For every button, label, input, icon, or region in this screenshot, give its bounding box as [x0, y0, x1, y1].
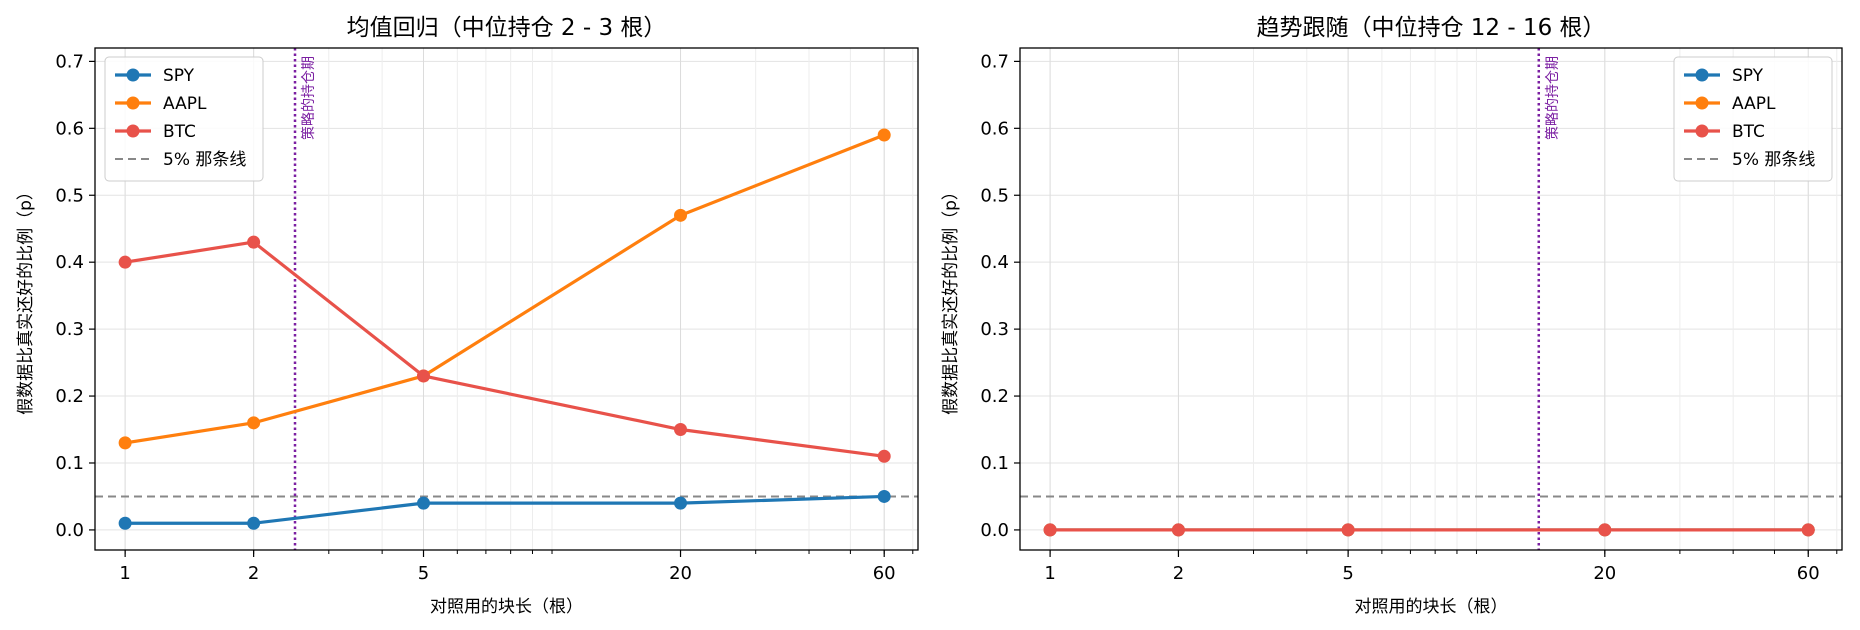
y-axis-label: 假数据比真实还好的比例（p）	[16, 183, 36, 415]
y-tick-label-2: 0.2	[55, 386, 84, 407]
legend-label-aapl: AAPL	[1732, 94, 1776, 114]
data-point-btc-4	[877, 449, 891, 463]
y-tick-label-1: 0.1	[55, 453, 84, 474]
chart-title: 均值回归（中位持仓 2 - 3 根）	[347, 15, 667, 41]
data-point-aapl-1	[247, 416, 261, 430]
x-axis-label: 对照用的块长（根）	[430, 597, 583, 617]
y-tick-label-4: 0.4	[980, 252, 1009, 273]
legend-label-aapl: AAPL	[163, 94, 207, 114]
legend-label-spy: SPY	[1732, 66, 1764, 86]
y-tick-label-2: 0.2	[980, 386, 1009, 407]
legend-marker-btc	[1695, 124, 1709, 138]
series-btc	[1043, 523, 1815, 537]
data-point-btc-1	[247, 235, 261, 249]
data-point-btc-2	[1341, 523, 1355, 537]
holding-period-label: 策略的持仓期	[300, 56, 317, 140]
legend-marker-aapl	[126, 96, 140, 110]
x-tick-label-4: 60	[1797, 563, 1820, 584]
data-point-aapl-3	[674, 208, 688, 222]
x-axis-label: 对照用的块长（根）	[1355, 597, 1508, 617]
legend-marker-aapl	[1695, 96, 1709, 110]
data-point-spy-3	[674, 496, 688, 510]
y-tick-label-6: 0.6	[980, 118, 1009, 139]
data-point-spy-1	[247, 516, 261, 530]
x-tick-label-1: 2	[1173, 563, 1184, 584]
x-tick-label-1: 2	[248, 563, 259, 584]
x-tick-label-2: 5	[1342, 563, 1353, 584]
data-point-spy-0	[118, 516, 132, 530]
grid	[95, 48, 918, 550]
holding-period-label: 策略的持仓期	[1544, 56, 1561, 140]
x-tick-label-3: 20	[669, 563, 692, 584]
x-tick-label-0: 1	[1044, 563, 1055, 584]
data-point-btc-1	[1171, 523, 1185, 537]
x-tick-label-0: 1	[119, 563, 130, 584]
y-tick-label-5: 0.5	[55, 185, 84, 206]
series-btc	[118, 235, 891, 463]
legend-marker-btc	[126, 124, 140, 138]
legend-box	[104, 56, 264, 182]
legend-label-spy: SPY	[163, 66, 195, 86]
chart-panel-mean-reversion: 策略的持仓期 0.0 0.1 0.2 0.3 0.4 0.5 0.6 0.7 1 2 5 20 60 均值回…	[16, 15, 919, 617]
legend: SPY AAPL BTC 5% 那条线	[1673, 56, 1833, 182]
y-tick-label-5: 0.5	[980, 185, 1009, 206]
y-tick-label-4: 0.4	[55, 252, 84, 273]
y-tick-label-1: 0.1	[980, 453, 1009, 474]
legend-label-5: 5% 那条线	[163, 150, 246, 170]
data-point-btc-3	[674, 423, 688, 437]
data-point-btc-3	[1598, 523, 1612, 537]
y-axis-label: 假数据比真实还好的比例（p）	[941, 183, 961, 415]
data-point-btc-0	[1043, 523, 1057, 537]
legend: SPY AAPL BTC 5% 那条线	[104, 56, 264, 182]
data-point-spy-2	[417, 496, 431, 510]
data-point-aapl-4	[877, 128, 891, 142]
axes-frame	[94, 47, 919, 551]
data-point-aapl-0	[118, 436, 132, 450]
y-tick-label-3: 0.3	[55, 319, 84, 340]
legend-label-btc: BTC	[1732, 122, 1765, 142]
y-tick-label-6: 0.6	[55, 118, 84, 139]
legend-label-5: 5% 那条线	[1732, 150, 1815, 170]
series-line-spy	[125, 494, 885, 525]
chart-panel-trend-following: 策略的持仓期 0.0 0.1 0.2 0.3 0.4 0.5 0.6 0.7 1 2 5 20 60 趋势跟…	[941, 15, 1843, 617]
series-spy	[118, 489, 891, 530]
data-point-btc-4	[1801, 523, 1815, 537]
y-tick-label-3: 0.3	[980, 319, 1009, 340]
legend-label-btc: BTC	[163, 122, 196, 142]
data-point-btc-0	[118, 255, 132, 269]
x-tick-label-3: 20	[1593, 563, 1616, 584]
legend-marker-spy	[126, 68, 140, 82]
chart-title: 趋势跟随（中位持仓 12 - 16 根）	[1256, 15, 1605, 41]
y-tick-label-0: 0.0	[980, 520, 1009, 541]
legend-box	[1673, 56, 1833, 182]
x-tick-label-4: 60	[873, 563, 896, 584]
data-point-spy-4	[877, 489, 891, 503]
data-point-btc-2	[417, 369, 431, 383]
x-tick-label-2: 5	[418, 563, 429, 584]
axes-frame	[1019, 47, 1843, 551]
y-tick-label-7: 0.7	[980, 51, 1009, 72]
legend-marker-spy	[1695, 68, 1709, 82]
y-tick-label-7: 0.7	[55, 51, 84, 72]
y-tick-label-0: 0.0	[55, 520, 84, 541]
